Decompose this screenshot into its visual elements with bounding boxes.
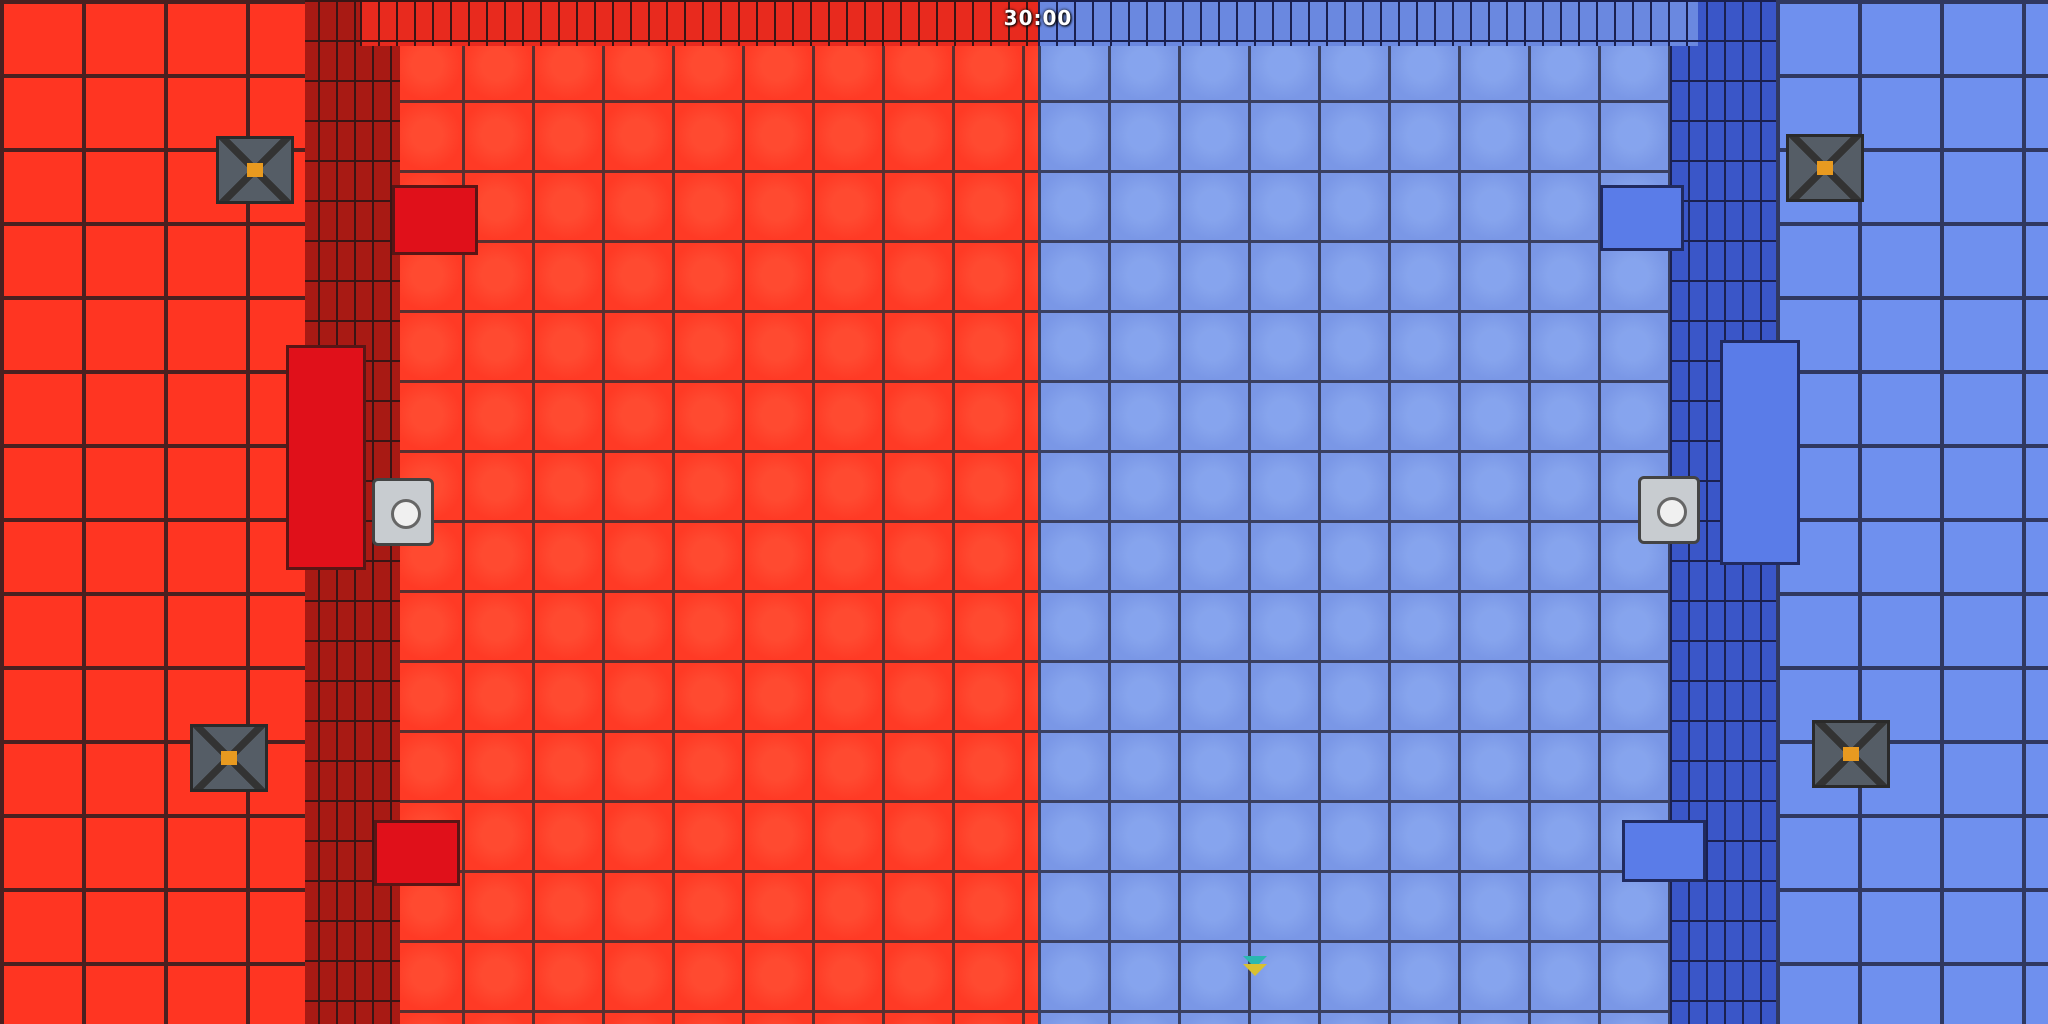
blue-ledge xyxy=(1720,340,1800,565)
turret xyxy=(372,478,434,546)
red-floor xyxy=(392,30,1038,1024)
blue-ledge xyxy=(1600,185,1684,251)
match-timer: 30:00 xyxy=(1003,6,1073,30)
player-marker xyxy=(1243,964,1267,976)
supply-box xyxy=(1812,720,1890,788)
supply-box xyxy=(190,724,268,792)
red-top-wall xyxy=(360,0,1038,46)
blue-ledge xyxy=(1622,820,1706,882)
blue-floor xyxy=(1038,30,1685,1024)
supply-box xyxy=(1786,134,1864,202)
red-platform xyxy=(0,0,305,1024)
red-ledge xyxy=(374,820,460,886)
red-ledge xyxy=(392,185,478,255)
red-ledge xyxy=(286,345,366,570)
blue-top-wall xyxy=(1038,0,1698,46)
turret xyxy=(1638,476,1700,544)
supply-box xyxy=(216,136,294,204)
